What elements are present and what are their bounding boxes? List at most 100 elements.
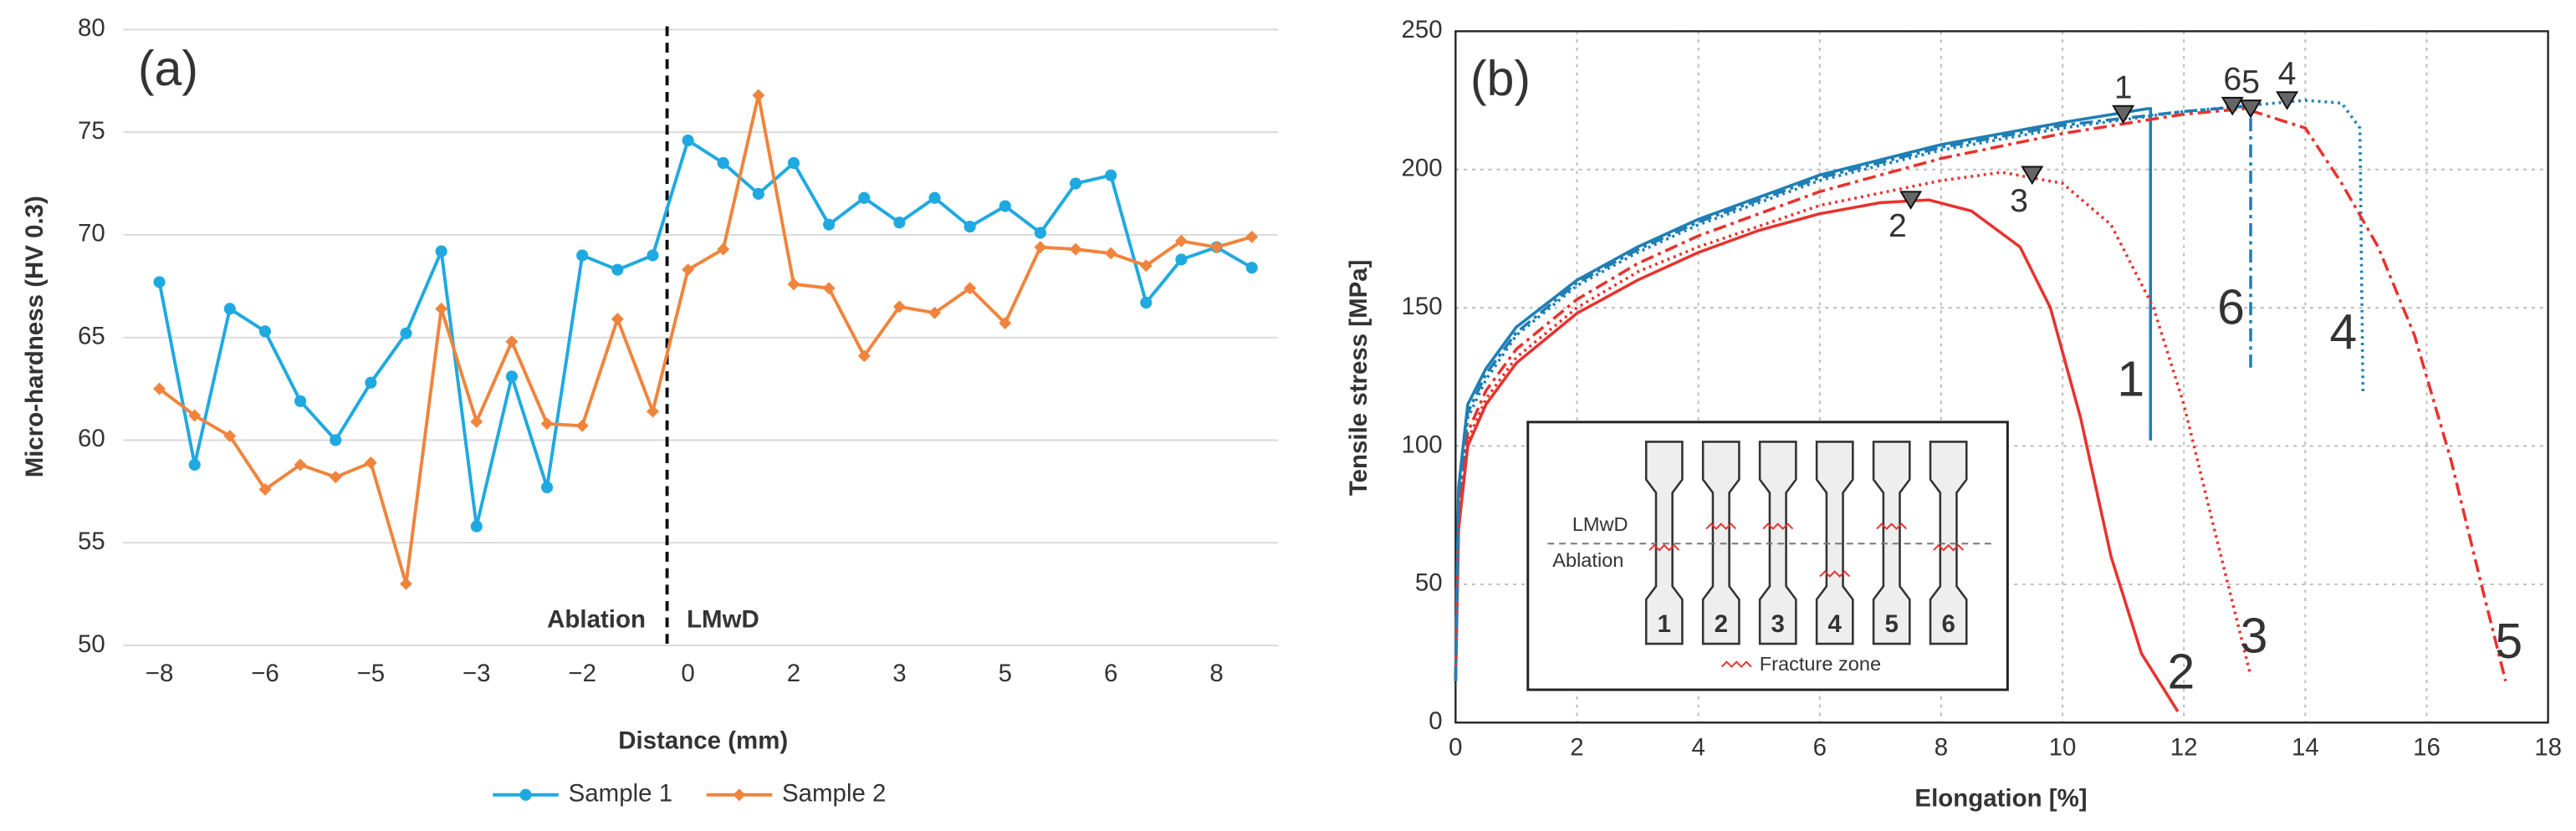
fracture-label: 4 xyxy=(2278,55,2297,92)
specimen xyxy=(1872,441,1911,645)
y-tick-label: 100 xyxy=(1401,431,1442,458)
x-tick-label: −8 xyxy=(146,660,174,687)
point xyxy=(717,242,730,256)
point xyxy=(1175,253,1188,266)
point xyxy=(519,788,532,801)
point xyxy=(963,221,976,233)
point xyxy=(435,245,447,257)
point xyxy=(893,217,906,229)
point xyxy=(858,191,871,204)
specimen-label: 5 xyxy=(1884,610,1898,638)
point xyxy=(611,313,624,326)
point xyxy=(365,376,377,389)
specimen xyxy=(1929,441,1968,645)
curve xyxy=(1454,107,2507,682)
fracture-marker xyxy=(2276,91,2299,110)
x-axis-label: Elongation [%] xyxy=(1914,784,2087,812)
y-tick-label: 0 xyxy=(1429,707,1442,735)
fracture-zone xyxy=(1705,523,1737,530)
point xyxy=(153,382,166,395)
y-tick-label: 50 xyxy=(1415,569,1443,597)
specimen-label: 3 xyxy=(1771,610,1785,638)
point xyxy=(364,456,377,469)
point xyxy=(188,409,202,422)
x-tick-label: 8 xyxy=(1935,734,1948,762)
point xyxy=(752,89,765,102)
fracture-marker xyxy=(1899,191,1923,210)
point xyxy=(823,218,836,231)
curve xyxy=(1454,198,2180,713)
point xyxy=(258,325,272,338)
curve xyxy=(1454,99,2365,681)
fracture-marker xyxy=(2239,99,2262,119)
point xyxy=(1069,242,1082,256)
x-tick-label: 14 xyxy=(2292,734,2319,762)
fracture-zone xyxy=(1933,543,1965,552)
fracture-label: 3 xyxy=(2010,182,2028,219)
y-axis-label: Tensile stress [MPa] xyxy=(1345,260,1372,497)
point xyxy=(1139,259,1153,273)
x-tick-label: −2 xyxy=(568,660,596,687)
x-tick-label: 0 xyxy=(1449,734,1462,762)
curve-label: 2 xyxy=(2167,645,2195,699)
point xyxy=(505,335,519,349)
point xyxy=(892,300,906,314)
point xyxy=(575,419,589,432)
fracture-zone xyxy=(1648,543,1680,552)
legend-label: Sample 2 xyxy=(782,780,886,808)
point xyxy=(647,249,659,262)
fracture-marker xyxy=(2112,105,2135,125)
point xyxy=(999,200,1011,212)
point xyxy=(329,471,342,484)
x-tick-label: 12 xyxy=(2170,734,2198,762)
y-tick-label: 50 xyxy=(78,630,105,658)
specimen xyxy=(1815,441,1854,645)
point xyxy=(717,156,729,170)
point xyxy=(540,481,554,494)
y-tick-label: 80 xyxy=(78,14,105,42)
x-tick-label: 3 xyxy=(892,660,906,687)
panel-label: (a) xyxy=(138,42,198,96)
fracture-marker xyxy=(2221,96,2244,116)
annotation: LMwD xyxy=(687,605,759,633)
point xyxy=(1034,227,1047,239)
y-tick-label: 200 xyxy=(1401,155,1442,182)
curve-label: 5 xyxy=(2495,614,2522,669)
legend-swatch xyxy=(1720,660,1752,668)
point xyxy=(470,520,483,533)
point xyxy=(1034,241,1047,254)
x-tick-label: 10 xyxy=(2049,734,2077,762)
point xyxy=(646,405,659,418)
x-tick-label: 18 xyxy=(2534,734,2562,762)
point xyxy=(822,282,836,295)
point xyxy=(258,482,272,496)
fracture-zone xyxy=(1819,570,1851,578)
point xyxy=(435,302,448,315)
curve xyxy=(1454,107,2153,681)
fracture-label: 6 xyxy=(2223,61,2241,98)
fracture-zone xyxy=(1762,523,1794,530)
x-tick-label: −6 xyxy=(251,660,279,687)
specimen-label: 6 xyxy=(1941,610,1955,638)
point xyxy=(400,577,412,590)
x-tick-label: 0 xyxy=(681,660,694,687)
point xyxy=(733,788,746,802)
x-tick-label: 16 xyxy=(2413,734,2441,762)
fracture-label: 2 xyxy=(1889,207,1907,244)
series-line xyxy=(158,94,1253,584)
point xyxy=(752,187,764,200)
point xyxy=(787,278,800,291)
point xyxy=(294,395,307,407)
point xyxy=(153,276,166,288)
specimen-label: 4 xyxy=(1828,610,1843,638)
annotation: Ablation xyxy=(547,605,646,633)
legend-label: Sample 1 xyxy=(569,780,672,808)
curve-label: 4 xyxy=(2329,305,2357,359)
point xyxy=(576,249,589,262)
inset-upper: LMwD xyxy=(1572,513,1628,535)
curve-label: 6 xyxy=(2217,281,2245,335)
point xyxy=(611,263,624,276)
y-tick-label: 65 xyxy=(78,322,105,349)
point xyxy=(294,458,307,472)
